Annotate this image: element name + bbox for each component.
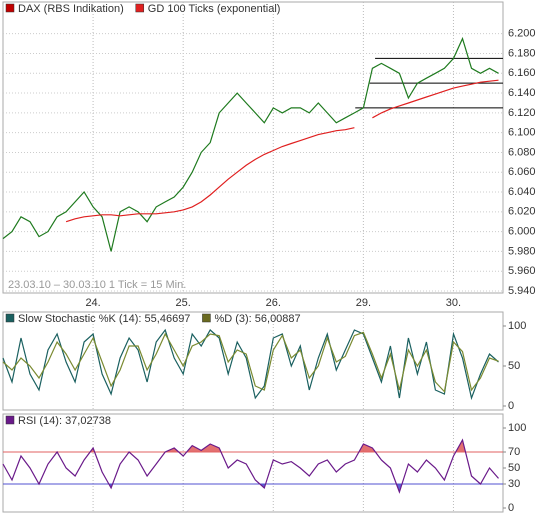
legend-label: Slow Stochastic %K (14): 55,46697 (18, 313, 190, 325)
y-tick-label: 6.060 (508, 166, 536, 178)
legend-swatch (5, 3, 15, 13)
series-line (2, 36, 499, 252)
y-tick-label: 6.040 (508, 186, 536, 198)
y-tick-label: 0 (508, 400, 514, 412)
panel (2, 311, 504, 411)
legend-swatch (135, 3, 145, 13)
y-tick-label: 6.200 (508, 28, 536, 40)
x-tick-label: 26. (266, 297, 281, 309)
y-tick-label: 6.100 (508, 127, 536, 139)
panel (2, 413, 504, 513)
x-tick-label: 30. (446, 297, 461, 309)
y-tick-label: 0 (508, 502, 514, 514)
legend-swatch (202, 313, 211, 323)
legend-swatch (5, 415, 15, 425)
y-tick-label: 6.020 (508, 206, 536, 218)
annotation: 23.03.10 – 30.03.10 1 Tick = 15 Min. (8, 279, 186, 291)
panel (2, 1, 504, 294)
level-fill (3, 484, 499, 492)
y-tick-label: 50 (508, 360, 520, 372)
y-tick-label: 6.120 (508, 107, 536, 119)
series-line (2, 328, 499, 401)
x-tick-label: 24. (85, 297, 100, 309)
legend-label: GD 100 Ticks (exponential) (148, 3, 281, 15)
y-tick-label: 5.960 (508, 265, 536, 277)
legend-label: RSI (14): 37,02738 (18, 415, 111, 427)
y-tick-label: 100 (508, 320, 526, 332)
series-line (2, 331, 499, 393)
y-tick-label: 6.000 (508, 226, 536, 238)
x-tick-label: 25. (176, 297, 191, 309)
y-tick-label: 100 (508, 422, 526, 434)
y-tick-label: 6.140 (508, 87, 536, 99)
legend-label: %D (3): 56,00887 (214, 313, 300, 325)
y-tick-label: 6.160 (508, 67, 536, 79)
y-tick-label: 5.940 (508, 285, 536, 297)
y-tick-label: 6.080 (508, 146, 536, 158)
y-tick-label: 70 (508, 446, 520, 458)
legend-label: DAX (RBS Indikation) (18, 3, 124, 15)
y-tick-label: 50 (508, 462, 520, 474)
series-line (65, 79, 499, 223)
series-line (2, 438, 499, 494)
y-tick-label: 30 (508, 478, 520, 490)
legend-swatch (5, 313, 15, 323)
x-tick-label: 29. (356, 297, 371, 309)
y-tick-label: 5.980 (508, 245, 536, 257)
y-tick-label: 6.180 (508, 47, 536, 59)
